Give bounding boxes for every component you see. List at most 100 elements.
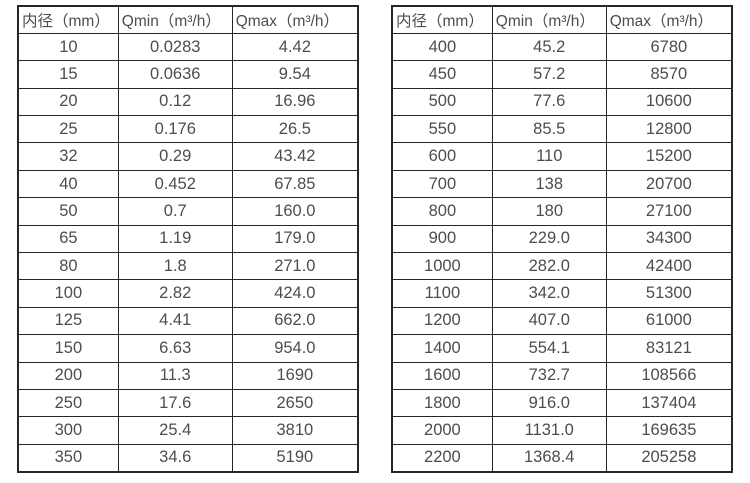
table-cell: 26.5 — [231, 115, 359, 144]
table-cell: 0.452 — [117, 169, 233, 199]
table-row: 1100 342.0 51300 — [391, 279, 733, 308]
table-cell: 45.2 — [491, 32, 607, 62]
table-cell: 100 — [17, 279, 119, 308]
table-row: 550 85.5 12800 — [391, 115, 733, 144]
table-cell: 5190 — [231, 443, 359, 473]
table-cell: 271.0 — [231, 252, 359, 281]
flow-range-table-large-diameters: 内径（mm） Qmin（m³/h） Qmax（m³/h） 400 45.2 6780 45… — [391, 5, 733, 473]
table-cell: 205258 — [605, 443, 733, 473]
table-row: 600 110 15200 — [391, 142, 733, 171]
header-row: 内径（mm） Qmin（m³/h） Qmax（m³/h） — [17, 5, 359, 34]
table-cell: 8570 — [605, 60, 733, 89]
table-cell: 954.0 — [231, 334, 359, 363]
table-row: 400 45.2 6780 — [391, 32, 733, 62]
table-cell: 11.3 — [117, 361, 233, 390]
table-cell: 2000 — [391, 416, 493, 445]
table-row: 1800 916.0 137404 — [391, 388, 733, 418]
table-row: 1200 407.0 61000 — [391, 306, 733, 336]
table-cell: 2.82 — [117, 279, 233, 308]
table-cell: 10 — [17, 32, 119, 62]
table-cell: 0.0636 — [117, 60, 233, 89]
table-cell: 1800 — [391, 388, 493, 418]
table-row: 1600 732.7 108566 — [391, 361, 733, 390]
table-row: 65 1.19 179.0 — [17, 224, 359, 254]
header-row: 内径（mm） Qmin（m³/h） Qmax（m³/h） — [391, 5, 733, 34]
table-body: 10 0.0283 4.42 15 0.0636 9.54 20 0.12 16.96 25 0.1… — [17, 32, 359, 473]
table-cell: 1.8 — [117, 252, 233, 281]
table-row: 350 34.6 5190 — [17, 443, 359, 473]
table-cell: 1000 — [391, 252, 493, 281]
table-row: 1000 282.0 42400 — [391, 252, 733, 281]
table-cell: 32 — [17, 142, 119, 171]
table-cell: 169635 — [605, 416, 733, 445]
table-cell: 550 — [391, 115, 493, 144]
table-row: 900 229.0 34300 — [391, 224, 733, 254]
table-row: 20 0.12 16.96 — [17, 87, 359, 117]
table-row: 150 6.63 954.0 — [17, 334, 359, 363]
table-cell: 80 — [17, 252, 119, 281]
column-header: 内径（mm） — [391, 5, 493, 34]
column-header: Qmax（m³/h） — [605, 5, 733, 34]
table-cell: 1200 — [391, 306, 493, 336]
table-cell: 4.42 — [231, 32, 359, 62]
column-header: Qmin（m³/h） — [117, 5, 233, 34]
table-cell: 500 — [391, 87, 493, 117]
table-cell: 27100 — [605, 197, 733, 226]
table-cell: 61000 — [605, 306, 733, 336]
table-cell: 1368.4 — [491, 443, 607, 473]
table-row: 50 0.7 160.0 — [17, 197, 359, 226]
table-cell: 180 — [491, 197, 607, 226]
table-cell: 138 — [491, 169, 607, 199]
flow-range-table-small-diameters: 内径（mm） Qmin（m³/h） Qmax（m³/h） 10 0.0283 4.42 1… — [17, 5, 359, 473]
table-cell: 160.0 — [231, 197, 359, 226]
table-cell: 2650 — [231, 388, 359, 418]
table-cell: 300 — [17, 416, 119, 445]
table-row: 250 17.6 2650 — [17, 388, 359, 418]
table-row: 2000 1131.0 169635 — [391, 416, 733, 445]
table-cell: 342.0 — [491, 279, 607, 308]
table-row: 800 180 27100 — [391, 197, 733, 226]
table-row: 700 138 20700 — [391, 169, 733, 199]
column-header: 内径（mm） — [17, 5, 119, 34]
table-cell: 916.0 — [491, 388, 607, 418]
table-cell: 50 — [17, 197, 119, 226]
table-cell: 6780 — [605, 32, 733, 62]
table-cell: 0.0283 — [117, 32, 233, 62]
table-cell: 900 — [391, 224, 493, 254]
table-cell: 350 — [17, 443, 119, 473]
table-row: 125 4.41 662.0 — [17, 306, 359, 336]
table-cell: 25 — [17, 115, 119, 144]
table-row: 15 0.0636 9.54 — [17, 60, 359, 89]
table-cell: 1.19 — [117, 224, 233, 254]
table-body: 400 45.2 6780 450 57.2 8570 500 77.6 10600 550 85.… — [391, 32, 733, 473]
table-cell: 110 — [491, 142, 607, 171]
table-cell: 34.6 — [117, 443, 233, 473]
table-cell: 1131.0 — [491, 416, 607, 445]
table-cell: 0.12 — [117, 87, 233, 117]
table-cell: 125 — [17, 306, 119, 336]
table-cell: 137404 — [605, 388, 733, 418]
table-cell: 600 — [391, 142, 493, 171]
table-cell: 17.6 — [117, 388, 233, 418]
table-cell: 108566 — [605, 361, 733, 390]
table-cell: 57.2 — [491, 60, 607, 89]
table-row: 2200 1368.4 205258 — [391, 443, 733, 473]
table-row: 300 25.4 3810 — [17, 416, 359, 445]
table-cell: 0.176 — [117, 115, 233, 144]
table-header: 内径（mm） Qmin（m³/h） Qmax（m³/h） — [391, 5, 733, 34]
table-cell: 67.85 — [231, 169, 359, 199]
table-cell: 10600 — [605, 87, 733, 117]
table-cell: 800 — [391, 197, 493, 226]
table-cell: 662.0 — [231, 306, 359, 336]
table-cell: 34300 — [605, 224, 733, 254]
table-row: 32 0.29 43.42 — [17, 142, 359, 171]
table-row: 80 1.8 271.0 — [17, 252, 359, 281]
column-header: Qmin（m³/h） — [491, 5, 607, 34]
table-cell: 0.7 — [117, 197, 233, 226]
table-cell: 424.0 — [231, 279, 359, 308]
table-cell: 83121 — [605, 334, 733, 363]
table-cell: 42400 — [605, 252, 733, 281]
table-row: 500 77.6 10600 — [391, 87, 733, 117]
table-row: 450 57.2 8570 — [391, 60, 733, 89]
